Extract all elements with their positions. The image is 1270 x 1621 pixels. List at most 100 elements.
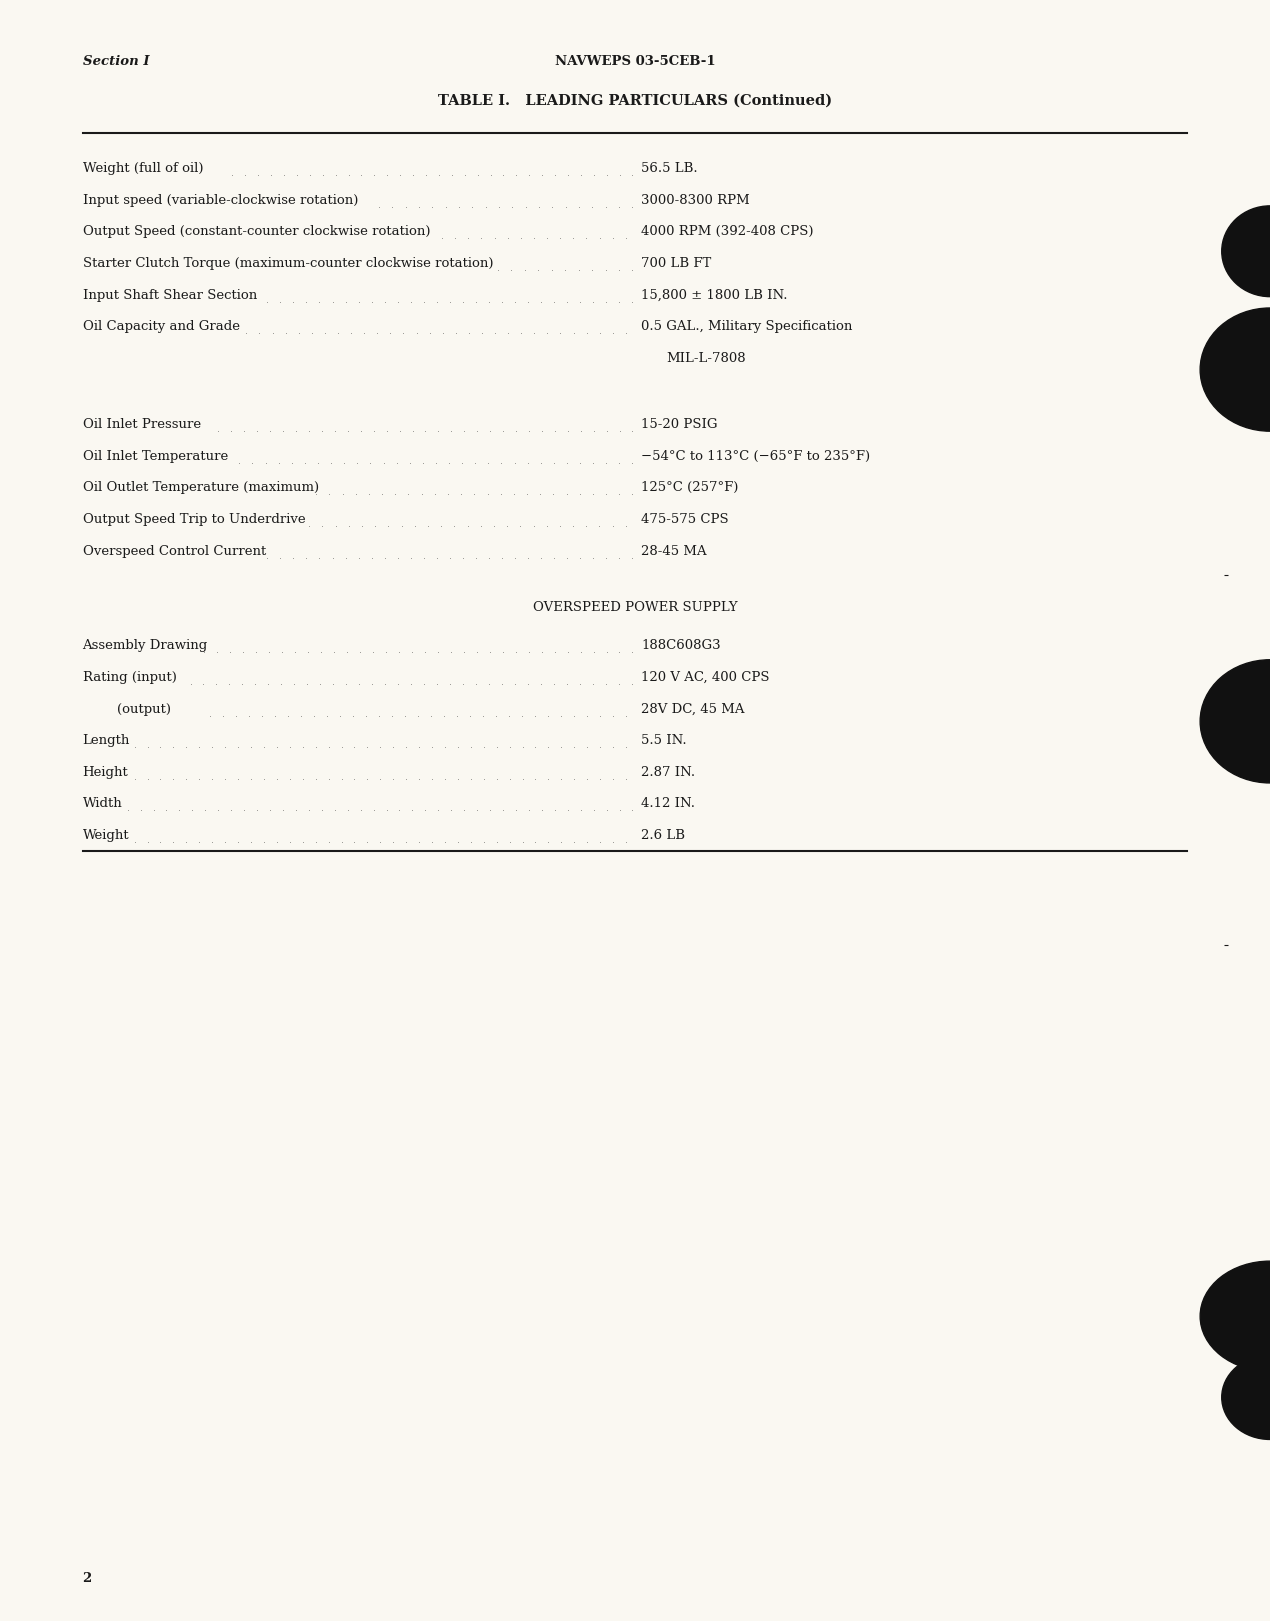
- Point: [380, 319, 400, 345]
- Point: [271, 545, 291, 571]
- Point: [395, 702, 415, 728]
- Point: [137, 765, 157, 791]
- Point: [415, 798, 436, 823]
- Text: 56.5 LB.: 56.5 LB.: [641, 162, 699, 175]
- Point: [236, 319, 257, 345]
- Point: [433, 319, 453, 345]
- Point: [480, 798, 500, 823]
- Point: [319, 734, 339, 760]
- Point: [347, 449, 367, 475]
- Point: [267, 765, 287, 791]
- Point: [444, 225, 465, 251]
- Point: [616, 734, 636, 760]
- Point: [267, 734, 287, 760]
- Point: [375, 545, 395, 571]
- Point: [577, 319, 597, 345]
- Point: [248, 418, 268, 444]
- Point: [532, 418, 552, 444]
- Point: [386, 449, 406, 475]
- Text: 3000-8300 RPM: 3000-8300 RPM: [641, 193, 751, 207]
- Point: [488, 256, 508, 282]
- Point: [403, 418, 423, 444]
- Point: [569, 193, 589, 219]
- Point: [616, 828, 636, 854]
- Point: [583, 449, 603, 475]
- Point: [331, 734, 352, 760]
- Point: [274, 162, 295, 188]
- Point: [431, 512, 451, 538]
- Text: 120 V AC, 400 CPS: 120 V AC, 400 CPS: [641, 671, 770, 684]
- Point: [465, 449, 485, 475]
- Text: Oil Inlet Pressure: Oil Inlet Pressure: [83, 418, 201, 431]
- Text: 0.5 GAL., Military Specification: 0.5 GAL., Military Specification: [641, 319, 852, 334]
- Point: [465, 481, 485, 507]
- Point: [311, 798, 331, 823]
- Point: [414, 545, 434, 571]
- Point: [591, 734, 611, 760]
- Point: [474, 765, 494, 791]
- Point: [306, 765, 326, 791]
- Point: [234, 639, 254, 665]
- Point: [531, 671, 551, 697]
- Point: [484, 512, 504, 538]
- Point: [348, 545, 368, 571]
- Text: 28-45 MA: 28-45 MA: [641, 545, 707, 558]
- Point: [564, 765, 584, 791]
- Point: [525, 702, 545, 728]
- Point: [298, 639, 319, 665]
- Point: [414, 289, 434, 314]
- Point: [603, 734, 624, 760]
- Point: [591, 828, 611, 854]
- Point: [331, 828, 352, 854]
- Point: [582, 256, 602, 282]
- Point: [472, 702, 493, 728]
- Text: 188C608G3: 188C608G3: [641, 639, 721, 652]
- Text: Weight (full of oil): Weight (full of oil): [83, 162, 203, 175]
- Point: [502, 193, 523, 219]
- Point: [348, 289, 368, 314]
- Point: [582, 193, 603, 219]
- Point: [284, 639, 305, 665]
- Point: [150, 734, 170, 760]
- Text: 4.12 IN.: 4.12 IN.: [641, 798, 696, 810]
- Point: [622, 545, 643, 571]
- Point: [569, 256, 589, 282]
- Point: [333, 481, 353, 507]
- Point: [351, 418, 371, 444]
- Point: [471, 319, 491, 345]
- Point: [362, 289, 382, 314]
- Point: [526, 734, 546, 760]
- Point: [339, 512, 359, 538]
- Point: [321, 449, 342, 475]
- Point: [325, 162, 345, 188]
- Point: [622, 193, 643, 219]
- Point: [164, 828, 184, 854]
- Point: [589, 225, 610, 251]
- Point: [329, 702, 349, 728]
- Point: [373, 449, 394, 475]
- Text: Input Shaft Shear Section: Input Shaft Shear Section: [83, 289, 257, 302]
- Point: [446, 319, 466, 345]
- Point: [220, 671, 240, 697]
- Point: [325, 512, 345, 538]
- Point: [570, 671, 591, 697]
- Point: [526, 828, 546, 854]
- Point: [458, 319, 479, 345]
- Point: [467, 162, 488, 188]
- Text: 5.5 IN.: 5.5 IN.: [641, 734, 687, 747]
- Point: [551, 702, 572, 728]
- Point: [486, 828, 507, 854]
- Point: [215, 734, 235, 760]
- Point: [603, 765, 624, 791]
- Point: [370, 828, 390, 854]
- Point: [528, 256, 549, 282]
- Point: [378, 512, 399, 538]
- Point: [372, 481, 392, 507]
- Point: [254, 828, 274, 854]
- Point: [306, 828, 326, 854]
- Point: [344, 765, 364, 791]
- Point: [448, 765, 469, 791]
- Point: [310, 671, 330, 697]
- Point: [257, 289, 277, 314]
- Point: [545, 162, 565, 188]
